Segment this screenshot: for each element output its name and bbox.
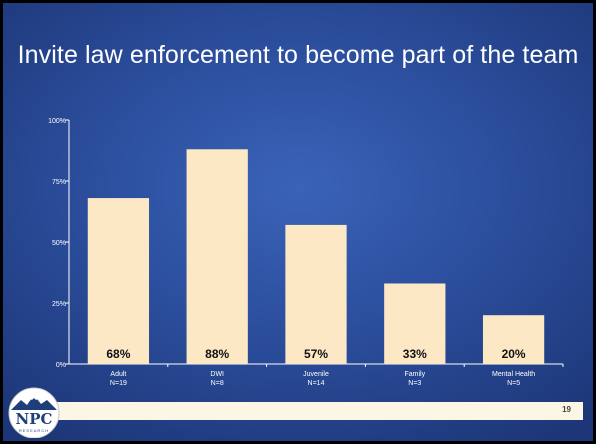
y-tick-label: 50% xyxy=(52,240,66,247)
y-tick-label: 75% xyxy=(52,179,66,186)
x-tick-label: N=3 xyxy=(408,380,421,387)
data-label: 20% xyxy=(502,347,526,361)
x-tick-label: Adult xyxy=(110,371,126,378)
y-tick-label: 100% xyxy=(48,118,66,125)
bar xyxy=(285,224,347,364)
svg-text:RESEARCH: RESEARCH xyxy=(19,428,49,433)
footer-bar xyxy=(43,402,583,420)
x-tick-label: Mental Health xyxy=(492,371,535,378)
slide: Invite law enforcement to become part of… xyxy=(3,3,593,441)
npc-research-logo: NPC RESEARCH xyxy=(8,387,60,438)
slide-title: Invite law enforcement to become part of… xyxy=(17,41,579,69)
x-tick-label: N=14 xyxy=(308,380,325,387)
x-tick-label: N=19 xyxy=(110,380,127,387)
page-number: 19 xyxy=(562,405,571,414)
x-tick-label: DWI xyxy=(210,371,224,378)
svg-text:NPC: NPC xyxy=(16,410,53,428)
bar xyxy=(186,149,248,364)
x-tick-label: N=5 xyxy=(507,380,520,387)
data-label: 68% xyxy=(106,347,130,361)
x-tick-label: Family xyxy=(404,371,425,378)
y-tick-label: 25% xyxy=(52,301,66,308)
bar xyxy=(87,198,150,364)
bar xyxy=(384,283,446,364)
data-label: 57% xyxy=(304,347,328,361)
y-tick-label: 0% xyxy=(56,362,66,369)
data-label: 33% xyxy=(403,347,427,361)
bar-chart: 0% 25% 50% 75% 100% 68% Adult N=19 88% DWI N=8 57% J… xyxy=(48,118,564,387)
data-label: 88% xyxy=(205,347,229,361)
x-tick-label: N=8 xyxy=(211,380,224,387)
x-tick-label: Juvenile xyxy=(303,371,329,378)
bar xyxy=(482,315,545,364)
